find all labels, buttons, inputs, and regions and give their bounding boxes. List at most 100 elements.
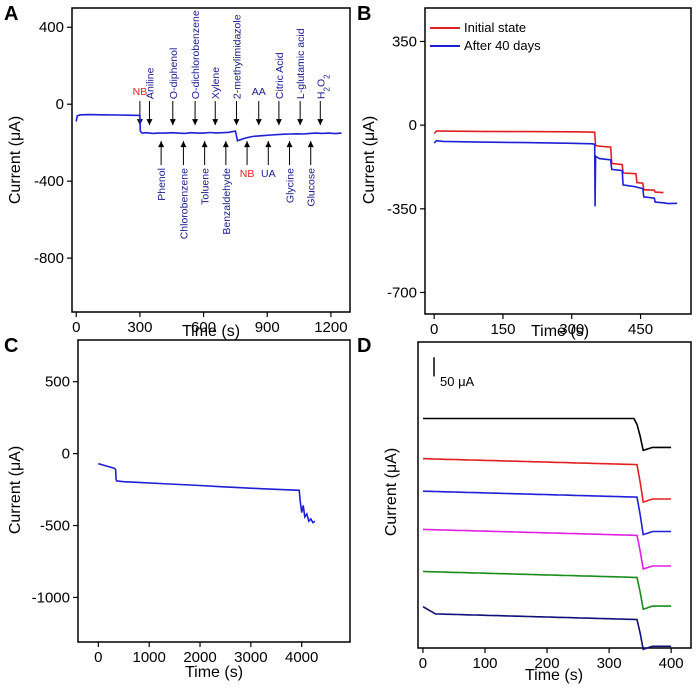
panel-a-xlabel: Time (s) [182,323,240,340]
panel-d-xtick-label-2: 200 [535,655,560,672]
panel-c-xlabel: Time (s) [185,664,243,681]
arrowhead-up-7 [275,119,282,126]
arrowhead-down-1 [180,141,187,148]
arrowhead-up-1 [146,119,153,126]
panel-d-xtick-label-0: 0 [419,655,427,672]
arrowhead-up-9 [317,119,324,126]
panel-c-ytick-label-0: 500 [45,374,70,391]
arrowhead-down-2 [201,141,208,148]
arrowhead-down-4 [244,141,251,148]
panel-d-ylabel: Current (μA) [383,448,400,536]
annotation-up-7: Citric Acid [274,52,286,99]
panel-c-xtick-label-2: 2000 [183,649,216,666]
annotation-down-7: Glucose [306,168,318,207]
arrowhead-up-5 [233,119,240,126]
panel-b-ylabel: Current (μA) [361,116,378,204]
arrowhead-down-7 [307,141,314,148]
annotation-down-2: Toluene [200,168,212,205]
panel-b-ytick-label-2: -350 [387,201,417,218]
panel-b-ticks: 0 150 300 450 350 0 -350 -700 [387,33,653,338]
panel-b-legend: Initial state After 40 days [430,20,541,53]
annotation-down-5: UA [261,168,276,180]
panel-b-series [433,130,678,207]
scale-bar-label: 50 μA [440,374,475,389]
panel-letter-c: C [4,335,18,357]
panel-c-ytick-label-3: -1000 [32,589,70,606]
panel-d-series-3 [422,528,672,571]
panel-d-xlabel: Time (s) [525,667,583,684]
panel-c-xtick-label-0: 0 [94,649,102,666]
panel-letter-b: B [357,3,371,25]
panel-a-xtick-label-3: 900 [255,319,280,336]
panel-d-series-0 [423,417,672,452]
panel-c-ytick-label-1: 0 [62,446,70,463]
arrowhead-up-3 [192,119,199,126]
panel-c-data-line [98,462,316,524]
panel-a-xtick-label-4: 1200 [314,319,347,336]
annotation-down-1: Chlorobenzene [178,168,190,239]
panel-d-scale-bar: 50 μA [433,357,475,389]
panel-a-ytick-label-0: 400 [39,19,64,36]
panel-c-xtick-label-4: 4000 [285,649,318,666]
arrowhead-up-8 [297,119,304,126]
annotation-up-5: 2-methylimidazole [231,14,243,99]
panel-d-xtick-label-4: 400 [659,655,684,672]
panel-a-frame [71,7,351,313]
annotation-up-9: H2O2 [315,74,331,99]
arrowhead-up-4 [212,119,219,126]
panel-b-xlabel: Time (s) [531,323,589,340]
panel-a-ytick-label-1: 0 [56,96,64,113]
annotation-up-1: Aniline [144,67,156,99]
arrowhead-down-5 [265,141,272,148]
panel-c-xtick-label-3: 3000 [234,649,267,666]
panel-b-series-1 [433,139,678,207]
legend-label-40days: After 40 days [464,38,541,53]
panel-letter-a: A [4,3,18,25]
annotation-up-8: L-glutamic acid [295,28,307,99]
panel-c-ytick-label-2: -500 [40,518,70,535]
panel-b-frame [424,7,692,315]
panel-d-series-2 [422,490,672,536]
annotation-up-6: AA [252,86,266,98]
annotation-up-2: O-diphenol [168,48,180,99]
panel-b-xtick-label-3: 450 [628,321,653,338]
panel-letter-d: D [357,335,371,357]
panel-c-xtick-label-1: 1000 [132,649,165,666]
arrowhead-up-6 [255,119,262,126]
panel-c-ylabel: Current (μA) [7,446,24,534]
legend-label-initial: Initial state [464,20,526,35]
panel-a-xtick-label-2: 600 [191,319,216,336]
panel-a-ytick-label-2: -400 [34,173,64,190]
annotation-down-4: NB [240,168,255,180]
panel-d-frame [417,341,692,649]
panel-b-xtick-label-2: 300 [559,321,584,338]
arrowhead-down-0 [158,141,165,148]
panel-b-ytick-label-3: -700 [387,284,417,301]
panel-b-xtick-label-0: 0 [430,321,438,338]
panel-b-ytick-label-1: 0 [409,117,417,134]
panel-d-series-5 [422,606,672,651]
panel-d-ticks: 0 100 200 300 400 [419,648,684,672]
panel-b-ytick-label-0: 350 [392,33,417,50]
panel-d-xtick-label-3: 300 [597,655,622,672]
annotation-down-0: Phenol [156,168,168,201]
panel-b-series-0 [433,130,664,194]
panel-d: D 0 100 200 300 400 50 μA Time (s) Current (… [357,335,692,684]
panel-b-xtick-label-1: 150 [490,321,515,338]
annotation-down-3: Benzaldehyde [221,168,233,235]
panel-d-series-1 [423,457,672,504]
panel-a-xtick-label-1: 300 [127,319,152,336]
panel-a-ytick-label-3: -800 [34,250,64,267]
panel-b: B 0 150 300 450 350 0 -350 -700 Initial state A… [357,3,692,340]
panel-a-ylabel: Current (μA) [7,116,24,204]
panel-c-frame [77,339,351,643]
panel-a-data-line [75,113,342,142]
panel-d-series-4 [422,570,672,611]
panel-d-xtick-label-1: 100 [472,655,497,672]
panel-d-series [422,417,672,651]
